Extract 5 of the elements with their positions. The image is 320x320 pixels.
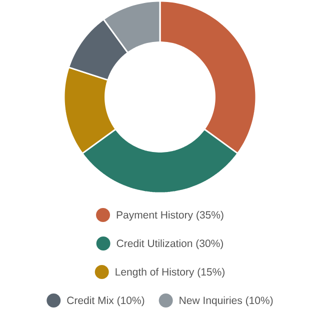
legend-label: Credit Mix (10%): [67, 296, 144, 306]
legend-label: New Inquiries (10%): [180, 296, 273, 306]
legend-label: Payment History (35%): [116, 210, 224, 221]
legend-label: Credit Utilization (30%): [116, 239, 224, 250]
legend-label: Length of History (15%): [116, 268, 224, 278]
